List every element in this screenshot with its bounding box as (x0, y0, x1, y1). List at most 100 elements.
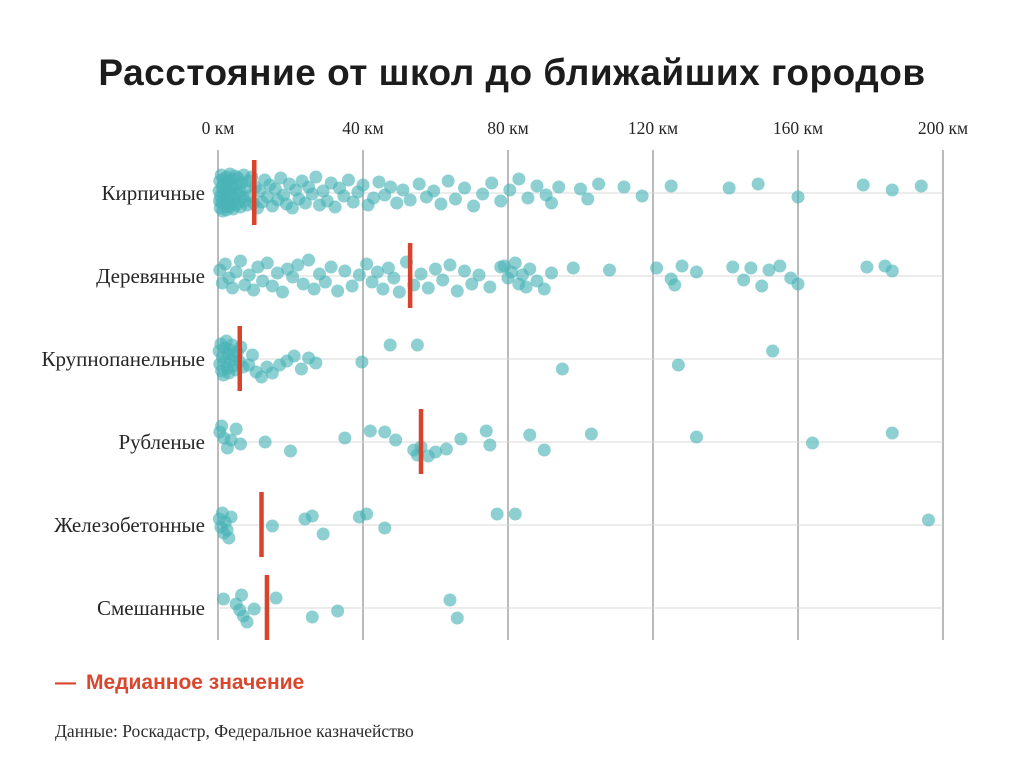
data-point (523, 262, 537, 276)
data-point (503, 183, 517, 197)
data-point (316, 184, 330, 198)
data-point (545, 266, 558, 280)
data-point (367, 191, 381, 205)
data-point (242, 268, 256, 282)
data-point (443, 258, 457, 272)
data-point (360, 257, 374, 271)
data-point (389, 433, 403, 447)
category-label: Кирпичные (102, 181, 205, 205)
data-point (345, 279, 359, 293)
data-point (365, 275, 379, 289)
data-point (258, 435, 272, 449)
data-point (671, 358, 685, 372)
data-point (260, 256, 274, 270)
data-point (429, 262, 442, 276)
category-label: Крупнопанельные (41, 347, 205, 371)
x-tick-label: 160 км (773, 118, 823, 138)
data-point (722, 181, 736, 195)
data-point (856, 178, 870, 192)
data-point (331, 284, 345, 298)
data-point (352, 268, 366, 282)
data-point (429, 445, 442, 459)
data-point (922, 513, 935, 527)
data-point (791, 277, 805, 291)
data-point (296, 277, 310, 291)
data-point (751, 177, 765, 191)
data-point (233, 437, 247, 451)
data-point (305, 509, 319, 523)
data-point (378, 521, 392, 535)
data-point (483, 438, 497, 452)
data-point (265, 519, 279, 533)
data-point (512, 172, 526, 186)
data-point (381, 261, 395, 275)
legend: — Медианное значение (55, 671, 304, 695)
data-point (247, 602, 261, 616)
data-point (566, 261, 580, 275)
data-point (537, 443, 551, 457)
data-point (390, 196, 404, 210)
data-point (885, 264, 899, 278)
data-point (255, 370, 268, 384)
data-point (284, 444, 297, 458)
data-point (294, 362, 308, 376)
data-point (316, 527, 330, 541)
data-point (552, 180, 566, 194)
data-point (270, 266, 284, 280)
data-point (467, 199, 481, 213)
data-point (371, 265, 384, 279)
x-tick-label: 120 км (628, 118, 678, 138)
data-point (885, 426, 899, 440)
data-point (309, 356, 323, 370)
data-point (472, 268, 486, 282)
data-point (494, 194, 508, 208)
data-point (427, 184, 441, 198)
data-point (410, 338, 424, 352)
data-point (309, 170, 323, 184)
data-point (806, 436, 819, 450)
x-tick-label: 0 км (202, 118, 235, 138)
data-point (439, 442, 453, 456)
data-point (737, 273, 751, 287)
data-point (744, 261, 758, 275)
data-point (222, 531, 236, 545)
data-point (581, 192, 595, 206)
data-point (387, 271, 401, 285)
data-point (285, 201, 299, 215)
data-point (328, 200, 342, 214)
data-point (363, 424, 377, 438)
data-point (392, 285, 406, 299)
data-point (372, 175, 386, 189)
data-point (338, 431, 352, 445)
data-point (245, 348, 259, 362)
data-point (215, 419, 229, 433)
data-point (508, 507, 522, 521)
category-label: Рубленые (118, 430, 205, 454)
data-point (229, 265, 243, 279)
source-note: Данные: Роскадастр, Федеральное казначей… (55, 721, 414, 741)
data-point (454, 432, 468, 446)
chart-canvas: 0 км 40 км 80 км 120 км 160 км 200 км Кирпичны… (41, 118, 968, 640)
data-point (755, 279, 769, 293)
data-point (545, 196, 558, 210)
data-point (762, 263, 776, 277)
legend-label: Медианное значение (86, 671, 305, 694)
data-point (483, 280, 497, 294)
x-tick-label: 80 км (487, 118, 528, 138)
data-point (240, 615, 254, 629)
median-line-legend-marker: — (55, 671, 76, 694)
data-point (356, 178, 370, 192)
x-tick-label: 40 км (342, 118, 383, 138)
data-point (574, 182, 587, 196)
data-point (690, 430, 703, 444)
data-point (256, 274, 270, 288)
data-point (376, 282, 390, 296)
category-label: Железобетонные (54, 513, 205, 537)
data-point (218, 257, 232, 271)
data-point (305, 187, 319, 201)
data-point (346, 195, 360, 209)
data-point (523, 428, 537, 442)
data-point (307, 282, 321, 296)
data-point (229, 422, 243, 436)
data-point (650, 261, 664, 275)
